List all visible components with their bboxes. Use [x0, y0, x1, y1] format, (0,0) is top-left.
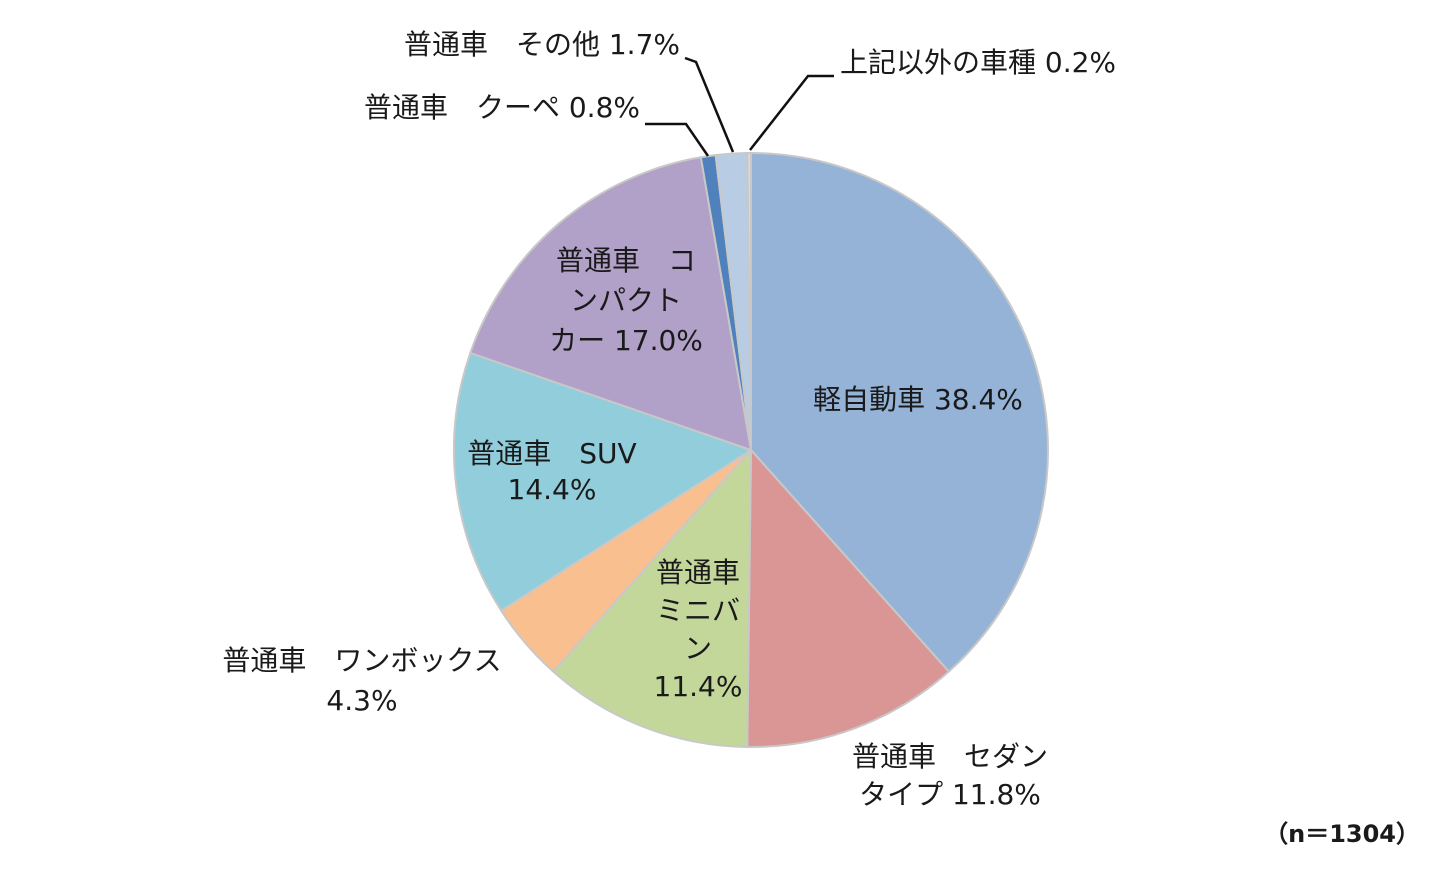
slice-label-line: 普通車 セダン: [852, 740, 1048, 773]
pie-slice-4: [453, 351, 752, 612]
slice-label-2: 普通車ミニバン 11.4%: [654, 556, 743, 703]
pie-slice-2: [552, 449, 752, 748]
pie-slice-8: [746, 151, 752, 451]
pie-slice-1: [746, 449, 950, 748]
slice-label-1: 普通車 セダンタイプ 11.8%: [852, 740, 1048, 811]
slice-label-line: 軽自動車 38.4%: [813, 383, 1023, 416]
slice-label-line: 普通車 クーペ 0.8%: [364, 91, 640, 124]
sample-size-note: （n＝1304）: [1264, 820, 1420, 848]
slice-label-8: 上記以外の車種 0.2%: [840, 46, 1116, 79]
slice-label-4: 普通車 SUV 14.4%: [467, 437, 636, 506]
leader-line-6: [645, 122, 710, 157]
pie-slice-0: [750, 152, 1049, 673]
slice-label-line: 4.3%: [326, 684, 397, 717]
slice-label-line: 普通車 ワンボックス: [222, 644, 501, 677]
leader-lines: [645, 56, 834, 157]
slice-label-0: 軽自動車 38.4%: [813, 383, 1023, 416]
slice-label-7: 普通車 その他 1.7%: [404, 28, 680, 61]
slice-label-line: タイプ 11.8%: [859, 778, 1041, 811]
slice-label-line: カー 17.0%: [549, 324, 703, 357]
slice-label-6: 普通車 クーペ 0.8%: [364, 91, 640, 124]
slice-label-3: 普通車 ワンボックス 4.3%: [222, 644, 501, 717]
leader-line-8: [749, 74, 834, 151]
slice-label-line: ン: [684, 632, 712, 665]
slice-label-line: 14.4%: [508, 473, 597, 506]
slice-label-line: ミニバ: [656, 594, 740, 627]
slice-label-line: 普通車: [656, 556, 740, 589]
slice-label-5: 普通車 コンパクトカー 17.0%: [549, 244, 703, 357]
slice-labels: 軽自動車 38.4%普通車 セダンタイプ 11.8%普通車ミニバン 11.4%普通…: [222, 28, 1116, 811]
slice-label-line: 上記以外の車種 0.2%: [840, 46, 1116, 79]
slice-label-line: 普通車 その他 1.7%: [404, 28, 680, 61]
slice-label-line: 11.4%: [654, 670, 743, 703]
slice-label-line: 普通車 コ: [556, 244, 696, 277]
pie-slices: [453, 151, 1049, 748]
pie-slice-5: [469, 156, 752, 451]
slice-label-line: 普通車 SUV: [467, 437, 636, 470]
slice-label-line: ンパクト: [570, 284, 682, 317]
leader-line-7: [684, 56, 735, 153]
